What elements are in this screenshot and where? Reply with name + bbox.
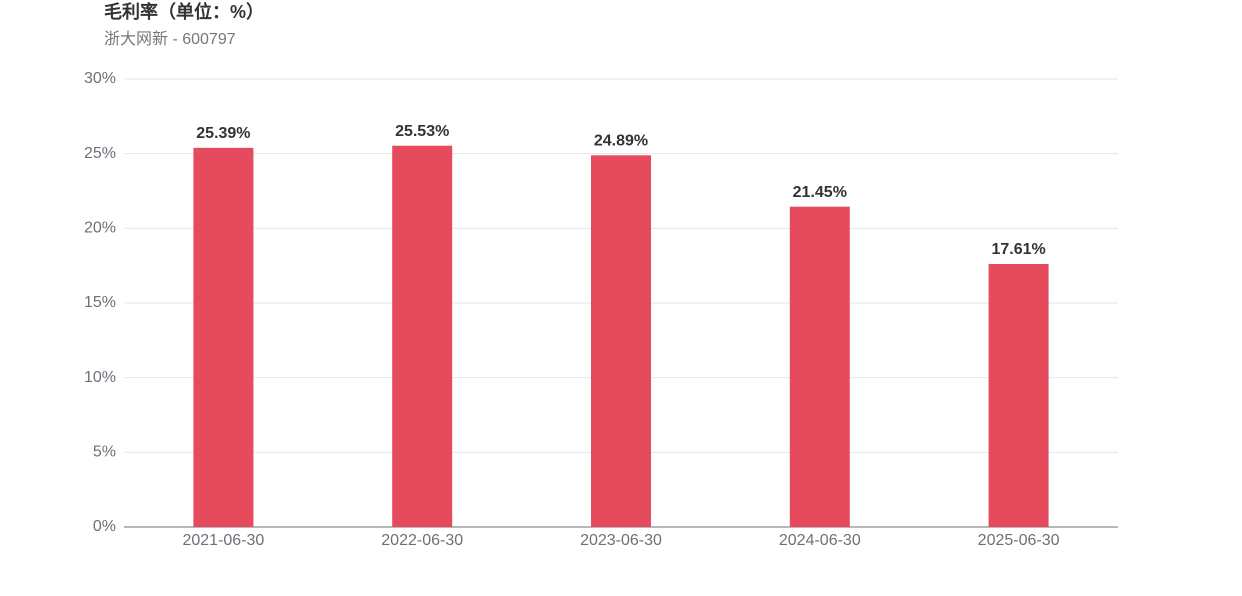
bar: [988, 264, 1049, 527]
y-tick-label: 15%: [84, 294, 116, 311]
y-tick-label: 20%: [84, 220, 116, 237]
y-tick-label: 5%: [93, 444, 116, 461]
value-label: 25.53%: [395, 123, 449, 140]
bar: [392, 145, 453, 527]
chart-subtitle: 浙大网新 - 600797: [104, 30, 236, 48]
bar: [193, 147, 254, 528]
x-tick-label: 2021-06-30: [182, 532, 264, 549]
x-tick-label: 2022-06-30: [381, 532, 463, 549]
y-tick-label: 10%: [84, 369, 116, 386]
y-tick-label: 25%: [84, 145, 116, 162]
x-tick-label: 2024-06-30: [779, 532, 861, 549]
value-label: 21.45%: [793, 184, 847, 201]
x-tick-label: 2023-06-30: [580, 532, 662, 549]
bar: [789, 206, 850, 527]
y-tick-label: 0%: [93, 518, 116, 535]
chart-title: 毛利率（单位：%）: [104, 1, 264, 22]
bar: [591, 155, 651, 527]
value-label: 24.89%: [594, 133, 648, 150]
value-label: 17.61%: [991, 241, 1045, 258]
x-tick-label: 2025-06-30: [978, 532, 1060, 549]
value-label: 25.39%: [196, 125, 250, 142]
y-tick-label: 30%: [84, 70, 116, 87]
